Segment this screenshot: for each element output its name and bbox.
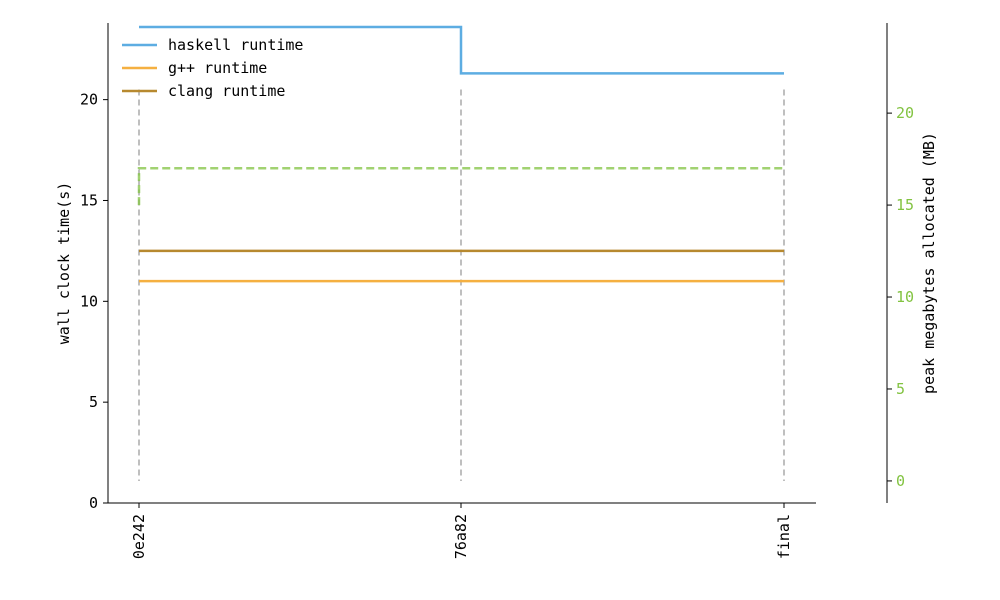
commit-marker-lines xyxy=(138,89,785,481)
left-axis-ticks: 0 5 10 15 20 xyxy=(80,91,108,512)
left-tick-label: 0 xyxy=(89,494,98,512)
left-axis-label: wall clock time(s) xyxy=(55,182,73,345)
left-tick-label: 15 xyxy=(80,191,98,209)
legend-item: clang runtime xyxy=(122,82,285,100)
legend-label: haskell runtime xyxy=(168,36,303,54)
left-tick-label: 5 xyxy=(89,393,98,411)
right-axis-ticks: 0 5 10 15 20 xyxy=(887,104,914,490)
series-line-haskell-runtime xyxy=(139,25,784,75)
series-line-memory-3 xyxy=(137,167,784,206)
right-tick-label: 0 xyxy=(896,472,905,490)
left-tick-label: 10 xyxy=(80,292,98,310)
legend-item: haskell runtime xyxy=(122,36,303,54)
legend-label: g++ runtime xyxy=(168,59,267,77)
right-axis-label: peak megabytes allocated (MB) xyxy=(920,132,938,394)
series-lines xyxy=(137,25,784,283)
left-tick-label: 20 xyxy=(80,91,98,109)
x-tick-label-0e242: 0e242 xyxy=(130,514,148,559)
right-tick-label: 10 xyxy=(896,288,914,306)
legend-item: g++ runtime xyxy=(122,59,267,77)
right-tick-label: 15 xyxy=(896,196,914,214)
legend-label: clang runtime xyxy=(168,82,285,100)
x-tick-label-final: final xyxy=(775,514,793,559)
right-tick-label: 5 xyxy=(896,380,905,398)
x-axis-ticks: 0e242 76a82 final xyxy=(130,503,793,559)
x-tick-label-76a82: 76a82 xyxy=(452,514,470,559)
right-tick-label: 20 xyxy=(896,104,914,122)
legend: haskell runtime g++ runtime clang runtime xyxy=(122,36,303,100)
